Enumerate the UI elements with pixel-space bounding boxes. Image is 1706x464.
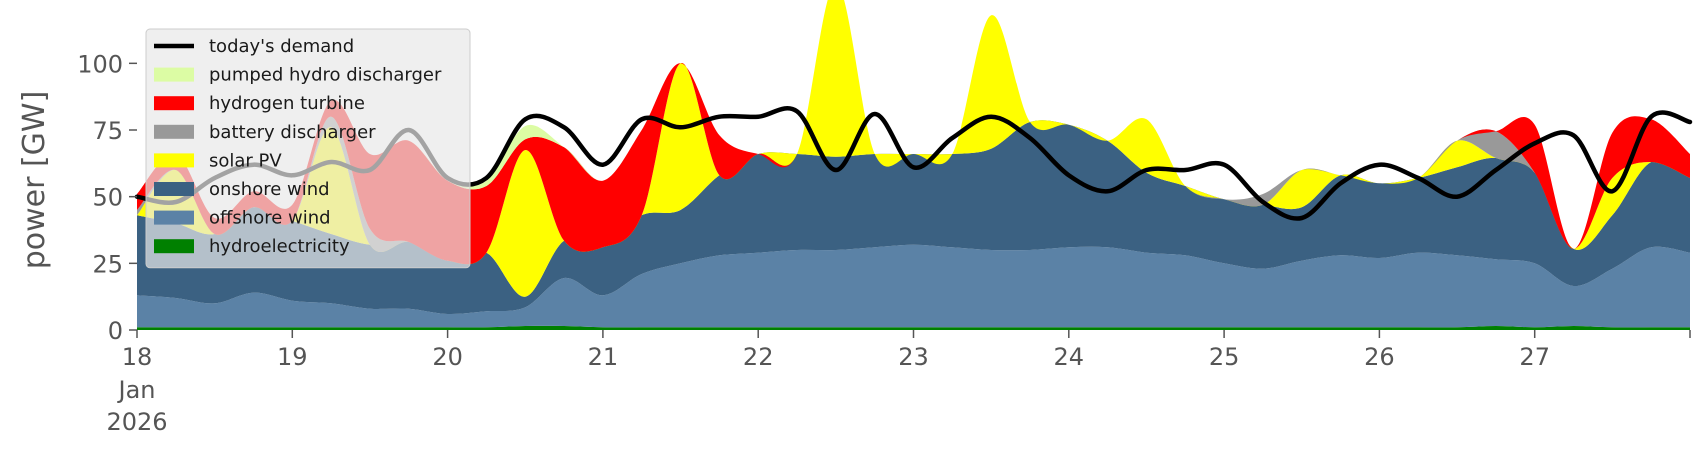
y-tick-label: 50 — [92, 184, 123, 212]
legend-label-pumped-hydro-discharger: pumped hydro discharger — [209, 65, 442, 86]
x-tick-sublabel: 2026 — [106, 408, 167, 436]
area-onshore-wind — [137, 120, 1690, 315]
legend-swatch-hydroelectricity — [154, 239, 194, 254]
legend-box — [145, 28, 471, 269]
x-tick-label: 25 — [1209, 343, 1240, 371]
x-tick-label: 24 — [1054, 343, 1085, 371]
x-tick-label: 27 — [1519, 343, 1550, 371]
axes: 0 25 50 75 100 18 19 20 21 22 23 24 25 26 27 Jan 2026 pow… — [17, 50, 1691, 436]
x-tick-label: 22 — [743, 343, 774, 371]
area-offshore-wind — [137, 244, 1690, 328]
x-tick-label: 23 — [898, 343, 929, 371]
area-hydroelectricity — [137, 325, 1690, 330]
legend-swatch-pumped-hydro-discharger — [154, 67, 194, 82]
legend-swatch-hydrogen-turbine — [154, 96, 194, 111]
legend-swatch-onshore-wind — [154, 182, 194, 196]
y-tick-label: 100 — [77, 50, 123, 78]
legend-swatch-battery-discharger — [154, 124, 194, 139]
x-tick-sublabel: Jan — [117, 376, 156, 404]
stacked-areas — [137, 0, 1690, 330]
x-tick-label: 21 — [588, 343, 619, 371]
legend-swatch-solar-pv — [154, 153, 194, 168]
legend-label-today-s-demand: today's demand — [209, 36, 354, 57]
x-tick-label: 26 — [1364, 343, 1395, 371]
area-solar-pv — [137, 0, 1690, 297]
legend: today's demand pumped hydro discharger hyd… — [145, 28, 471, 269]
legend-label-offshore-wind: offshore wind — [209, 208, 331, 229]
y-tick-label: 75 — [92, 117, 123, 145]
legend-label-hydrogen-turbine: hydrogen turbine — [209, 93, 365, 114]
y-tick-label: 25 — [92, 250, 123, 278]
legend-swatch-offshore-wind — [154, 210, 194, 225]
x-tick-label: 20 — [432, 343, 463, 371]
x-tick-label: 19 — [277, 343, 308, 371]
y-tick-label: 0 — [108, 317, 123, 345]
legend-label-onshore-wind: onshore wind — [209, 179, 330, 200]
legend-label-solar-pv: solar PV — [209, 150, 282, 171]
x-tick-label: 18 — [122, 343, 153, 371]
legend-label-hydroelectricity: hydroelectricity — [209, 236, 350, 257]
y-axis-title: power [GW] — [17, 91, 52, 270]
legend-label-battery-discharger: battery discharger — [209, 122, 376, 143]
